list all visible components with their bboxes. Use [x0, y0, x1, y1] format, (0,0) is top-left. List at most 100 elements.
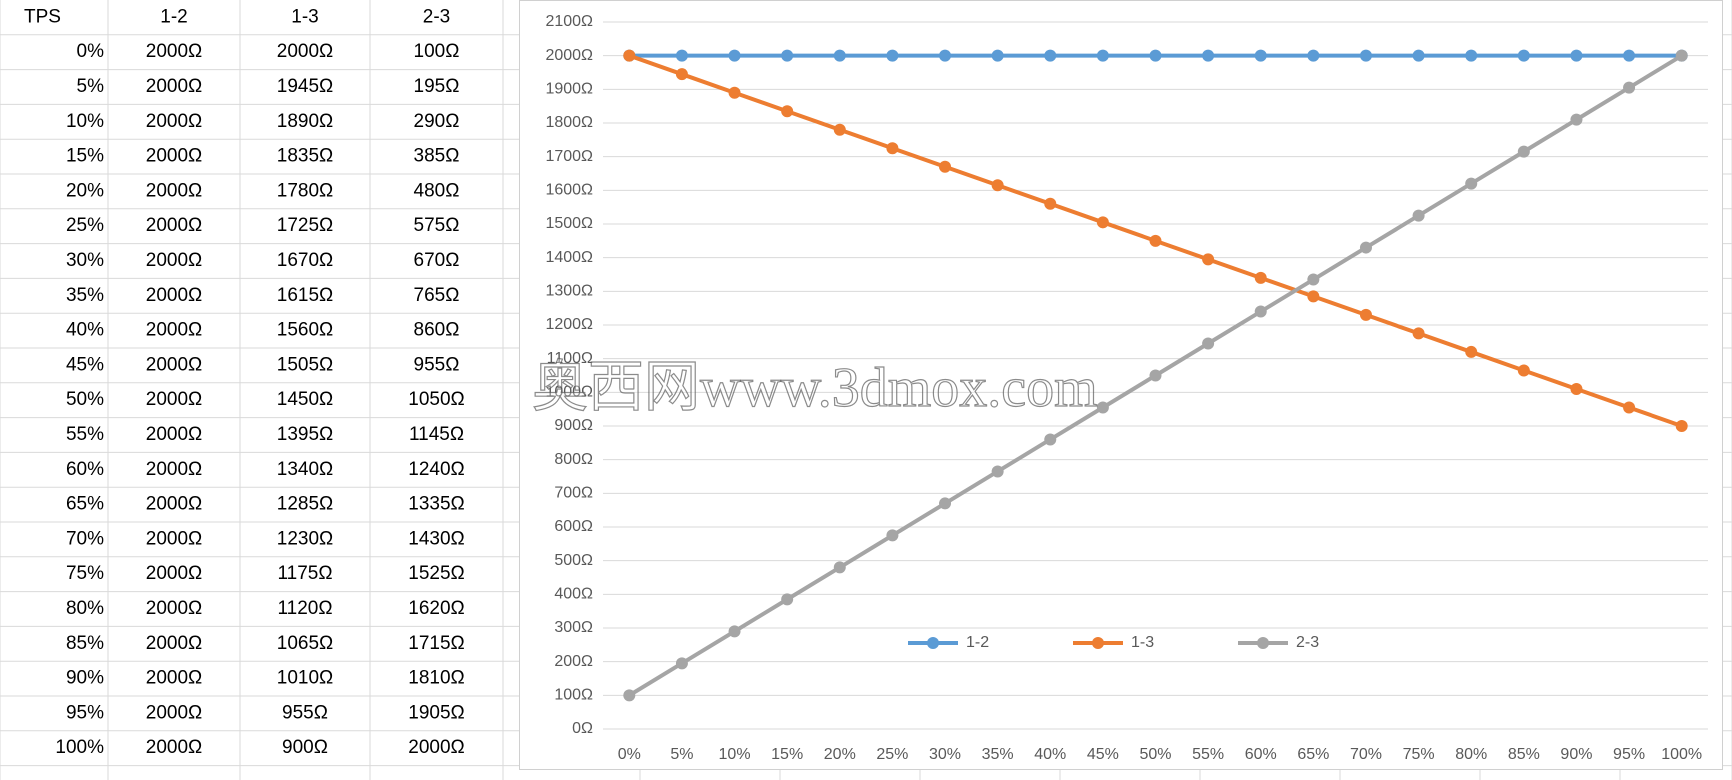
legend-label: 1-2: [966, 634, 989, 651]
y-tick-label: 1600Ω: [545, 182, 593, 199]
table-cell: 2000Ω: [146, 528, 202, 549]
x-tick-label: 95%: [1613, 746, 1645, 763]
data-point: [1623, 401, 1636, 414]
x-tick-label: 15%: [771, 746, 803, 763]
data-point: [1412, 49, 1425, 62]
data-point: [1096, 216, 1109, 229]
table-cell: 1560Ω: [277, 320, 333, 341]
x-tick-label: 35%: [982, 746, 1014, 763]
data-point: [886, 49, 899, 62]
table-cell: 100%: [55, 737, 104, 758]
data-point: [1570, 49, 1583, 62]
data-point: [1465, 49, 1478, 62]
data-point: [1307, 290, 1320, 303]
table-cell: 2000Ω: [146, 633, 202, 654]
table-cell: 1780Ω: [277, 180, 333, 201]
table-cell: 2000Ω: [146, 285, 202, 306]
data-point: [781, 593, 794, 606]
table-cell: 1670Ω: [277, 250, 333, 271]
data-point: [1359, 241, 1372, 254]
y-tick-label: 1200Ω: [545, 316, 593, 333]
y-tick-label: 500Ω: [554, 552, 593, 569]
data-point: [1254, 305, 1267, 318]
legend-marker: [927, 637, 939, 649]
table-cell: 2000Ω: [146, 737, 202, 758]
data-point: [833, 123, 846, 136]
data-point: [1307, 273, 1320, 286]
table-cell: 2000Ω: [277, 41, 333, 62]
table-cell: 765Ω: [414, 285, 460, 306]
table-cell: 1715Ω: [408, 633, 464, 654]
data-point: [1202, 49, 1215, 62]
table-cell: 2000Ω: [146, 702, 202, 723]
data-point: [1517, 145, 1530, 158]
data-point: [1675, 420, 1688, 432]
watermark: 奥西网www.3dmox.com: [532, 357, 1098, 419]
data-point: [781, 105, 794, 118]
table-cell: 2000Ω: [146, 76, 202, 97]
data-point: [1149, 369, 1162, 382]
data-point: [1465, 177, 1478, 190]
x-tick-label: 70%: [1350, 746, 1382, 763]
data-point: [1307, 49, 1320, 62]
table-cell: 1010Ω: [277, 668, 333, 689]
data-point: [1412, 209, 1425, 222]
table-cell: 90%: [66, 668, 104, 689]
y-tick-label: 1000Ω: [545, 384, 593, 401]
data-point: [623, 49, 636, 62]
table-cell: 65%: [66, 494, 104, 515]
data-point: [1096, 401, 1109, 414]
table-cell: 1050Ω: [408, 389, 464, 410]
x-tick-label: 30%: [929, 746, 961, 763]
table-cell: 195Ω: [414, 76, 460, 97]
y-tick-label: 100Ω: [554, 687, 593, 704]
x-tick-label: 65%: [1297, 746, 1329, 763]
data-point: [991, 49, 1004, 62]
table-cell: 10%: [66, 111, 104, 132]
table-cell: 2000Ω: [146, 668, 202, 689]
table-cell: 100Ω: [414, 41, 460, 62]
table-cell: 2000Ω: [146, 41, 202, 62]
y-tick-label: 2100Ω: [545, 13, 593, 30]
table-cell: 1450Ω: [277, 389, 333, 410]
x-tick-label: 50%: [1139, 746, 1171, 763]
table-cell: 1835Ω: [277, 146, 333, 167]
y-tick-label: 200Ω: [554, 653, 593, 670]
table-cell: 1395Ω: [277, 424, 333, 445]
data-point: [1570, 382, 1583, 395]
y-tick-label: 300Ω: [554, 619, 593, 636]
y-tick-label: 1800Ω: [545, 114, 593, 131]
x-tick-label: 40%: [1034, 746, 1066, 763]
header-cell: 1-2: [160, 6, 187, 27]
table-cell: 15%: [66, 146, 104, 167]
x-tick-label: 20%: [824, 746, 856, 763]
header-cell: 1-3: [291, 6, 318, 27]
table-cell: 1285Ω: [277, 494, 333, 515]
data-point: [886, 142, 899, 155]
data-point: [675, 68, 688, 81]
data-point: [728, 625, 741, 638]
table-cell: 5%: [77, 76, 105, 97]
data-point: [991, 465, 1004, 478]
data-point: [1149, 234, 1162, 247]
table-cell: 2000Ω: [146, 320, 202, 341]
x-tick-label: 90%: [1560, 746, 1592, 763]
table-cell: 45%: [66, 354, 104, 375]
table-cell: 1120Ω: [277, 598, 332, 619]
y-tick-label: 0Ω: [572, 720, 593, 737]
legend-marker: [1257, 637, 1269, 649]
table-cell: 2000Ω: [146, 250, 202, 271]
data-point: [1254, 271, 1267, 284]
data-point: [1254, 49, 1267, 62]
data-point: [1412, 327, 1425, 340]
header-cell: TPS: [24, 6, 61, 27]
table-cell: 955Ω: [282, 702, 328, 723]
table-cell: 55%: [66, 424, 104, 445]
x-tick-label: 0%: [618, 746, 641, 763]
data-point: [1517, 364, 1530, 377]
table-cell: 480Ω: [414, 180, 460, 201]
y-tick-label: 700Ω: [554, 485, 593, 502]
x-tick-label: 25%: [876, 746, 908, 763]
table-cell: 955Ω: [414, 354, 460, 375]
